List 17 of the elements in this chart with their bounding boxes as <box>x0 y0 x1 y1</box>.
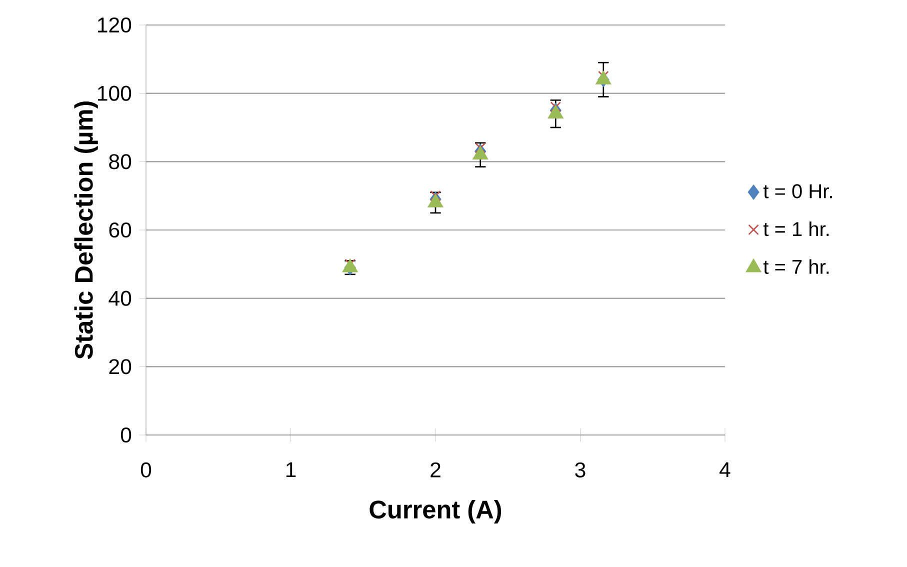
y-tick-label: 0 <box>120 427 132 443</box>
x-tick-label: 0 <box>140 462 152 478</box>
y-tick-label: 120 <box>98 17 132 33</box>
x-tick-label: 4 <box>720 462 730 478</box>
legend-label: t = 1 hr. <box>763 221 829 236</box>
y-tick-label: 80 <box>109 154 132 170</box>
legend-label: t = 7 hr. <box>763 259 829 274</box>
x-axis-title: Current (A) <box>370 500 502 524</box>
y-tick-label: 60 <box>109 222 132 238</box>
x-tick-label: 3 <box>575 462 586 478</box>
y-tick-label: 40 <box>108 290 132 306</box>
y-tick-label: 20 <box>109 359 132 374</box>
y-axis-title: Static Deflection (µm) <box>74 102 98 360</box>
x-tick-label: 2 <box>430 462 440 478</box>
y-tick-label: 100 <box>98 86 132 101</box>
x-tick-label: 1 <box>286 462 296 478</box>
legend-label: t = 0 Hr. <box>763 184 832 198</box>
